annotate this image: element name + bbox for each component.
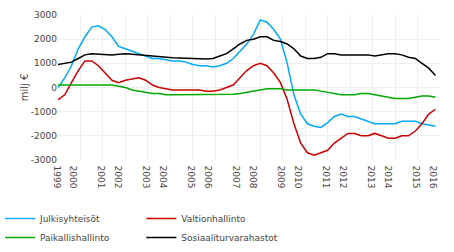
- svg-text:1999: 1999: [52, 166, 62, 189]
- svg-text:2005: 2005: [186, 166, 196, 189]
- svg-text:2003: 2003: [141, 166, 151, 189]
- svg-text:2006: 2006: [203, 166, 213, 189]
- svg-text:0: 0: [51, 83, 57, 93]
- svg-text:3000: 3000: [34, 10, 57, 20]
- svg-text:Julkisyhteisöt: Julkisyhteisöt: [39, 214, 100, 224]
- svg-text:-1000: -1000: [31, 107, 57, 117]
- svg-text:milj €: milj €: [19, 74, 30, 102]
- svg-text:2000: 2000: [68, 166, 78, 189]
- svg-text:Valtionhallinto: Valtionhallinto: [181, 214, 246, 224]
- svg-text:-2000: -2000: [31, 131, 57, 141]
- svg-text:2012: 2012: [338, 166, 348, 189]
- svg-text:2001: 2001: [96, 166, 106, 189]
- svg-text:-3000: -3000: [31, 155, 57, 165]
- svg-text:2004: 2004: [158, 166, 168, 189]
- svg-text:2007: 2007: [231, 166, 241, 189]
- svg-text:2013: 2013: [366, 166, 376, 189]
- svg-text:2014: 2014: [383, 166, 393, 189]
- svg-text:2000: 2000: [34, 34, 57, 44]
- svg-text:2008: 2008: [248, 166, 258, 189]
- svg-text:Paikallishallinto: Paikallishallinto: [40, 233, 110, 243]
- svg-text:2015: 2015: [411, 166, 421, 189]
- svg-text:2016: 2016: [428, 166, 438, 189]
- svg-text:2002: 2002: [113, 166, 123, 189]
- svg-text:2010: 2010: [293, 166, 303, 189]
- svg-text:Sosiaaliturvarahastot: Sosiaaliturvarahastot: [181, 233, 277, 243]
- svg-text:2009: 2009: [276, 166, 286, 189]
- svg-text:1000: 1000: [34, 58, 57, 68]
- svg-text:2011: 2011: [321, 166, 331, 189]
